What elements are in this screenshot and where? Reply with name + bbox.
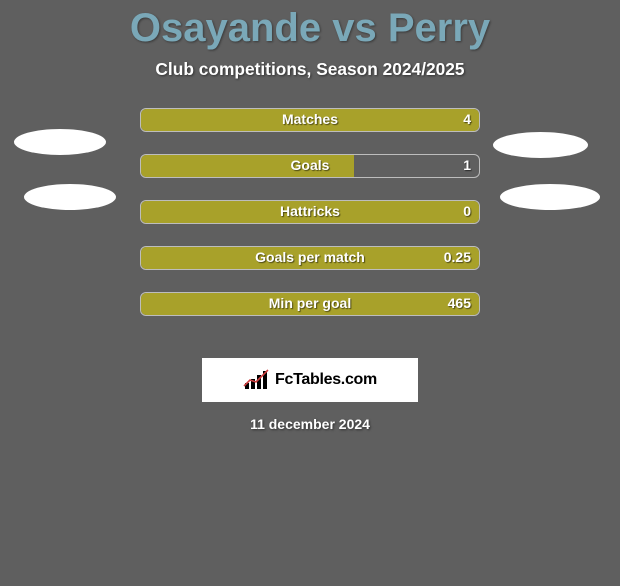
bar-matches: Matches 4 — [140, 108, 480, 132]
page-title: Osayande vs Perry — [0, 6, 620, 51]
bar-goals: Goals 1 — [140, 154, 480, 178]
bar-min-per-goal: Min per goal 465 — [140, 292, 480, 316]
bar-goals-per-match: Goals per match 0.25 — [140, 246, 480, 270]
decor-ellipse — [14, 129, 106, 155]
bar-hattricks: Hattricks 0 — [140, 200, 480, 224]
player-b-name: Perry — [388, 6, 490, 50]
logo-box: FcTables.com — [202, 358, 418, 402]
decor-ellipse — [24, 184, 116, 210]
bar-fill — [141, 293, 479, 315]
bar-fill — [141, 109, 479, 131]
logo-text: FcTables.com — [275, 371, 377, 389]
date-text: 11 december 2024 — [0, 416, 620, 432]
bar-fill — [141, 155, 354, 177]
bar-fill — [141, 201, 479, 223]
subtitle: Club competitions, Season 2024/2025 — [0, 59, 620, 80]
decor-ellipse — [500, 184, 600, 210]
bar-value: 1 — [463, 157, 471, 173]
vs-text: vs — [332, 6, 377, 50]
bar-fill — [141, 247, 479, 269]
decor-ellipse — [493, 132, 588, 158]
stat-row: Min per goal 465 — [0, 292, 620, 338]
bar-chart-icon — [243, 369, 269, 391]
player-a-name: Osayande — [130, 6, 321, 50]
stat-row: Goals per match 0.25 — [0, 246, 620, 292]
